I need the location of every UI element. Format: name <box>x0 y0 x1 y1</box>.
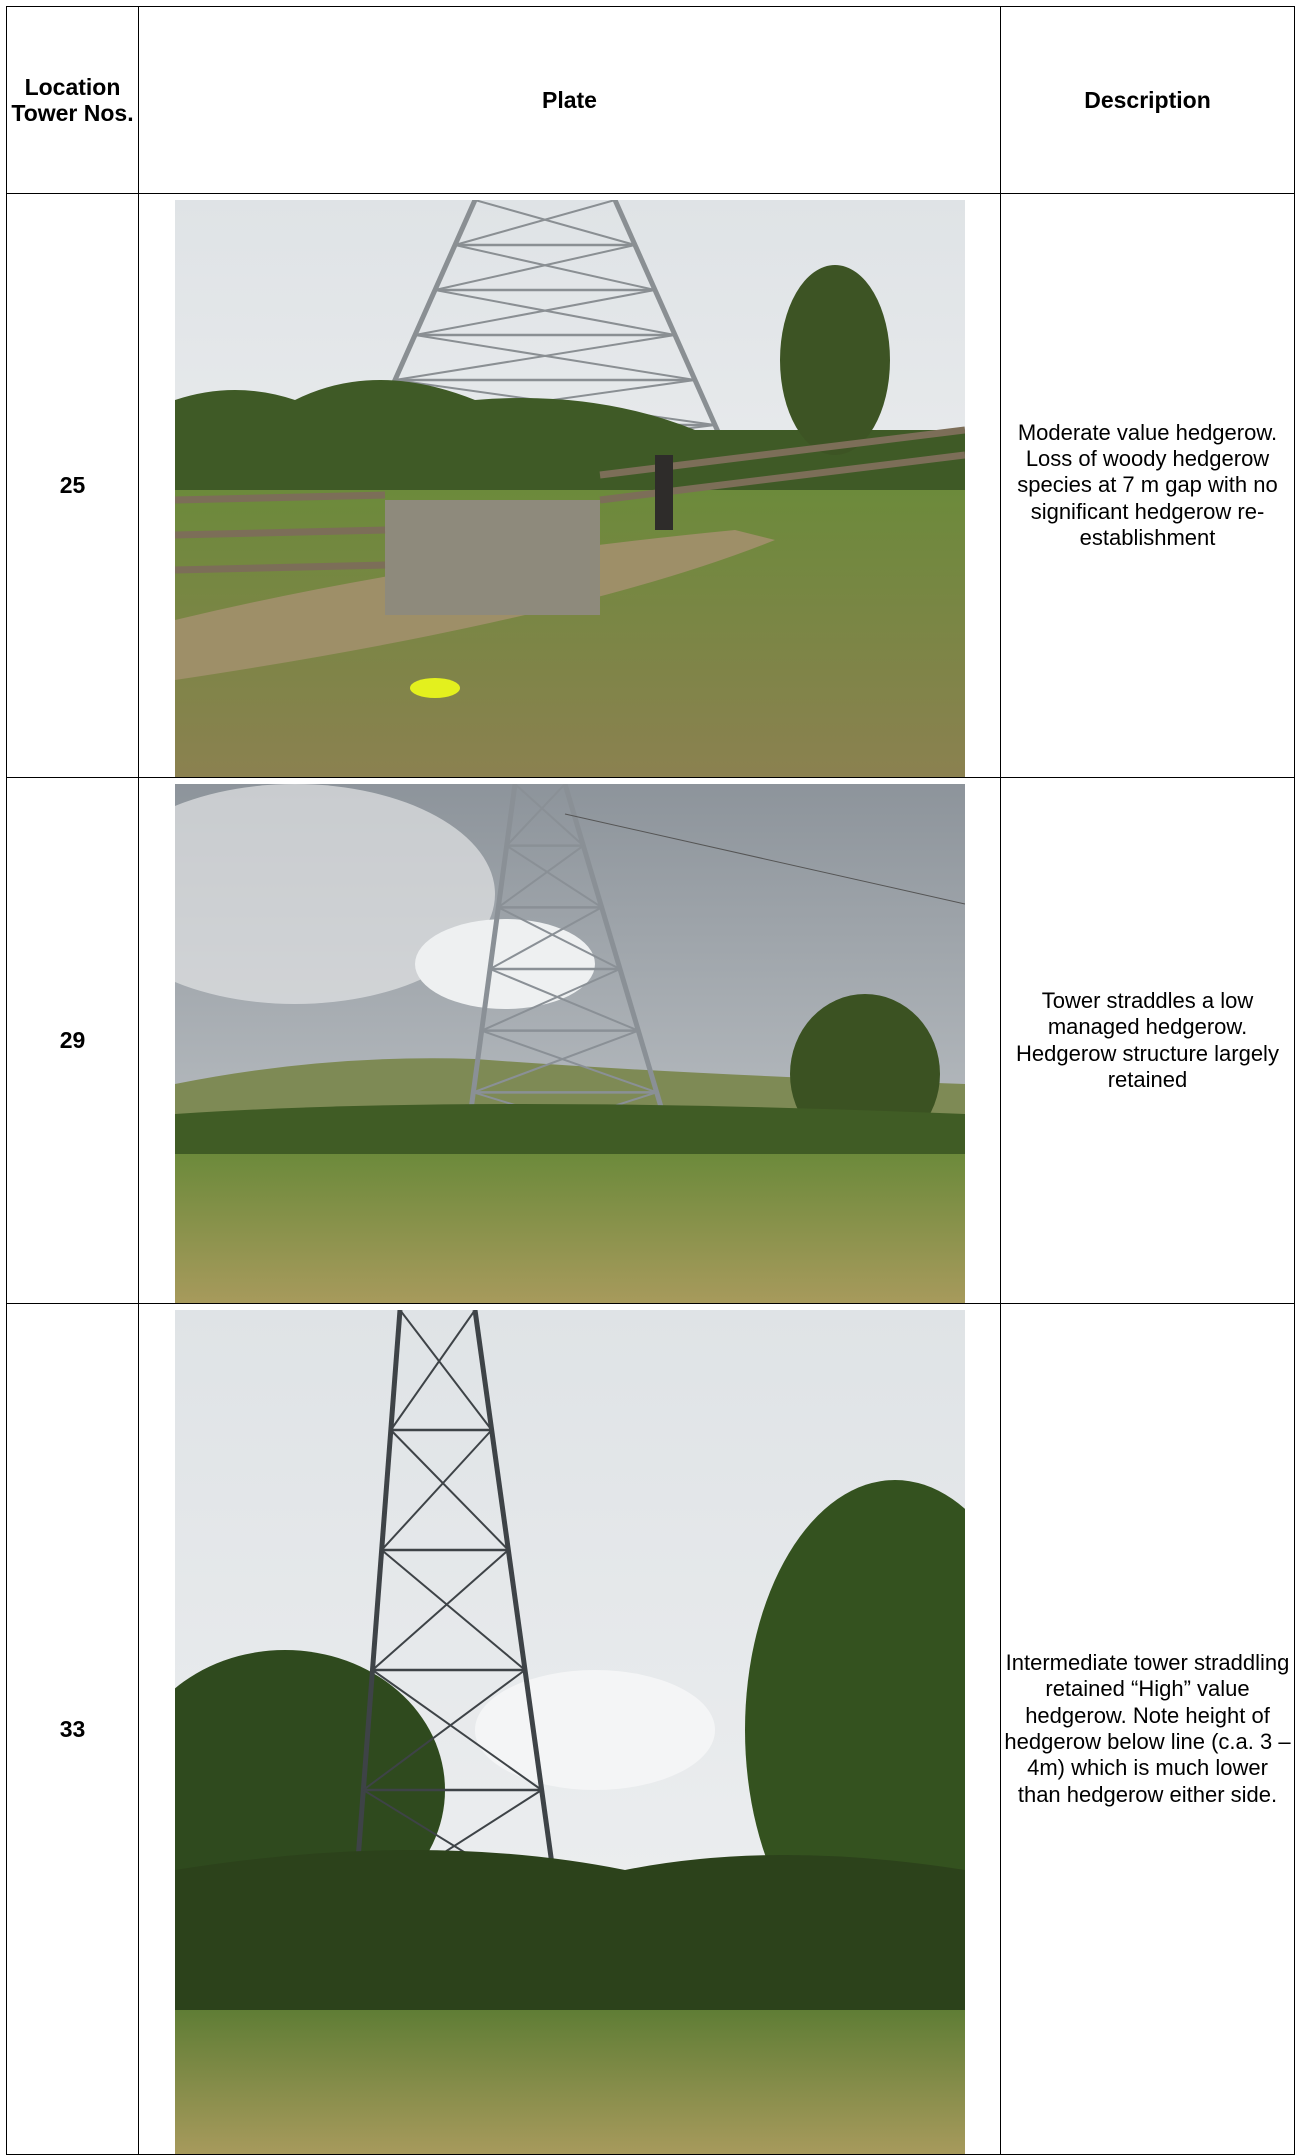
description: Tower straddles a low managed hedgerow. … <box>1000 777 1295 1304</box>
pylon-member <box>505 844 602 909</box>
pylon-member <box>389 1310 476 1431</box>
pylon-member <box>489 906 602 970</box>
grass <box>174 2010 965 2154</box>
pylon-member <box>434 244 635 291</box>
pylon-member <box>497 844 584 909</box>
tower-number: 29 <box>6 777 139 1304</box>
page: Location Tower Nos. Plate Description 25… <box>6 6 1295 2155</box>
pylon-member <box>362 1669 526 1791</box>
pylon-member <box>414 334 695 381</box>
pylon-member <box>480 968 620 1032</box>
pylon-member <box>472 1029 639 1094</box>
pylon-member <box>434 289 675 336</box>
pylon-member <box>414 289 655 336</box>
photo <box>174 784 965 1303</box>
row: 25 Moderate value hedgerow. Loss of wood… <box>6 193 1295 778</box>
plate-cell <box>138 1303 1001 2155</box>
pylon-member <box>513 784 584 847</box>
plate-cell <box>138 777 1001 1304</box>
row: 29 Tower straddles a low managed hedgero… <box>6 777 1295 1304</box>
cloud <box>474 1670 715 1790</box>
wire <box>564 813 965 905</box>
fence <box>174 426 965 574</box>
header-row: Location Tower Nos. Plate Description <box>6 6 1295 194</box>
pylon-member <box>454 244 655 291</box>
bag <box>409 678 460 698</box>
pylon-member <box>398 1310 492 1431</box>
plates-table: Location Tower Nos. Plate Description 25… <box>6 6 1295 2155</box>
tree <box>779 265 890 455</box>
photo <box>174 200 965 777</box>
pylon-member <box>371 1669 542 1791</box>
pylon-member <box>454 200 615 246</box>
header-cell: Description <box>1000 6 1295 194</box>
grass <box>174 1154 965 1303</box>
description: Moderate value hedgerow. Loss of woody h… <box>1000 193 1295 778</box>
pylon-member <box>505 784 566 847</box>
hedge <box>174 1850 965 2030</box>
pylon-member <box>474 200 635 246</box>
cloud <box>174 784 495 1004</box>
header-cell: Location Tower Nos. <box>6 6 139 194</box>
photo <box>174 1310 965 2154</box>
pylon-member <box>389 1429 509 1551</box>
pylon-member <box>480 1029 657 1094</box>
trough <box>384 500 600 615</box>
tower-number: 33 <box>6 1303 139 2155</box>
tower-number: 25 <box>6 193 139 778</box>
description: Intermediate tower straddling retained “… <box>1000 1303 1295 2155</box>
pylon-member <box>371 1549 509 1671</box>
cloud <box>414 919 595 1009</box>
header-cell: Plate <box>138 6 1001 194</box>
row: 33 Intermediate tower straddling retaine… <box>6 1303 1295 2155</box>
pylon-member <box>380 1429 492 1551</box>
pylon-member <box>489 968 639 1032</box>
pylon-member <box>394 334 675 381</box>
pylon-member <box>497 906 620 970</box>
pylon <box>462 784 677 1156</box>
person <box>654 455 673 530</box>
pylon-member <box>380 1549 526 1671</box>
plate-cell <box>138 193 1001 778</box>
